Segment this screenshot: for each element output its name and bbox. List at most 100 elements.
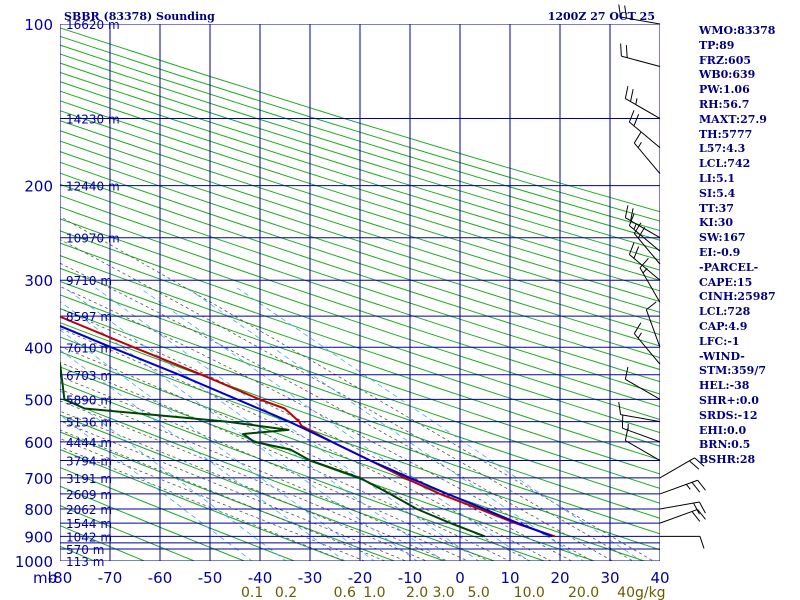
dry-adiabat-line xyxy=(60,100,660,292)
pressure-tick-label: 400 xyxy=(24,339,53,357)
mixing-ratio-label: 3.0 xyxy=(432,585,454,600)
wind-barb-staff xyxy=(620,16,661,25)
dry-adiabat-line xyxy=(60,485,246,561)
moist-adiabat-line xyxy=(60,376,490,561)
stat-item: TH:5777 xyxy=(699,127,753,141)
dry-adiabat-line xyxy=(0,24,70,572)
wind-barb xyxy=(620,43,661,68)
wind-barb-staff xyxy=(629,254,661,281)
wind-barb-flag xyxy=(630,208,634,221)
wind-barb-flag xyxy=(628,242,635,255)
moist-adiabat-line xyxy=(60,307,573,561)
mixing-ratio-line xyxy=(236,287,643,561)
wind-barb xyxy=(660,535,705,549)
wind-barb-flag xyxy=(637,227,646,239)
temperature-tick-label: -60 xyxy=(148,569,173,587)
wind-barb-flag xyxy=(625,45,628,58)
wind-barb-staff xyxy=(625,98,661,119)
dry-adiabat-line xyxy=(60,381,546,561)
wind-barb-flag xyxy=(691,481,701,493)
stat-item: CINH:25987 xyxy=(699,290,776,304)
wind-barb-flag xyxy=(694,457,705,467)
dry-adiabat-line xyxy=(60,130,660,324)
dry-adiabat-line xyxy=(60,110,660,303)
stat-item: LI:5.1 xyxy=(699,171,736,185)
wind-barb-flag xyxy=(624,428,629,441)
wind-barb-flag xyxy=(698,501,706,514)
mixing-ratio-line xyxy=(186,287,585,561)
wind-barb-staff xyxy=(659,479,698,495)
wind-barb-flag xyxy=(633,113,640,127)
dry-adiabat-line xyxy=(60,218,660,421)
mixing-ratio-label: 10.0 xyxy=(514,585,545,600)
wind-barb-flag xyxy=(697,479,706,491)
height-label: 6703 m xyxy=(66,369,112,383)
wind-barb xyxy=(628,242,661,281)
temperature-tick-label: 30 xyxy=(600,569,619,587)
dry-adiabat-line xyxy=(60,206,660,408)
stats-panel: WMO:83378 TP:89 FRZ:605 WB0:639 PW:1.06 RH:56… xyxy=(699,24,799,468)
wind-barb-staff xyxy=(659,457,695,479)
wind-barb xyxy=(618,4,661,25)
dry-adiabat-line xyxy=(60,294,660,504)
temperature-tick-label: -10 xyxy=(398,569,423,587)
pressure-tick-label: 300 xyxy=(24,272,53,290)
wind-barb xyxy=(628,110,661,149)
stat-item: -PARCEL- xyxy=(699,260,759,274)
dry-adiabat-line xyxy=(60,183,660,383)
mixing-ratio-label: 5.0 xyxy=(467,585,489,600)
height-label: 12440 m xyxy=(66,180,120,194)
pressure-tick-label: 100 xyxy=(24,16,53,34)
height-label: 10970 m xyxy=(66,232,120,246)
wind-barb-flag xyxy=(628,110,635,123)
temperature-tick-label: -30 xyxy=(298,569,323,587)
dry-adiabat-line xyxy=(60,194,660,395)
wind-barb-flag xyxy=(693,502,700,515)
wind-barb-staff xyxy=(625,378,661,400)
mixing-ratio-label: 0.1 xyxy=(241,585,263,600)
wind-barb xyxy=(628,213,661,252)
stat-item: KI:30 xyxy=(699,216,734,230)
wind-barb-staff xyxy=(629,121,661,149)
moist-adiabat-line xyxy=(60,429,387,561)
pressure-tick-label: 500 xyxy=(24,391,53,409)
wind-barb-staff xyxy=(633,142,661,175)
temperature-tick-label: -40 xyxy=(248,569,273,587)
temperature-line xyxy=(60,315,556,538)
dry-adiabat-line xyxy=(60,336,660,551)
wind-barb xyxy=(624,428,661,461)
wind-barb xyxy=(639,258,661,303)
dry-adiabat-line xyxy=(60,62,660,251)
wind-barb xyxy=(659,457,705,479)
wind-barb-flag xyxy=(620,43,622,57)
height-label: 14230 m xyxy=(66,113,120,127)
dry-adiabat-line xyxy=(60,172,660,371)
mixing-ratio-label: 2.0 xyxy=(406,585,428,600)
height-label: 1042 m xyxy=(66,530,112,544)
wind-barb-flag xyxy=(699,536,705,549)
height-label: 5890 m xyxy=(66,393,112,407)
wind-barb xyxy=(633,132,661,175)
mixing-ratio-line xyxy=(95,287,480,561)
dry-adiabat-line xyxy=(60,151,660,347)
stat-item: SRDS:-12 xyxy=(699,408,758,422)
dry-adiabat-line xyxy=(60,308,660,519)
dry-adiabat-line xyxy=(60,397,496,561)
mixing-ratio-label: 0.2 xyxy=(275,585,297,600)
height-label: 5136 m xyxy=(66,416,112,430)
stat-item: STM:359/7 xyxy=(699,364,766,378)
wind-barb xyxy=(659,479,706,495)
wind-barb-flag xyxy=(689,460,700,470)
sounding-time: 1200Z 27 OCT 25 xyxy=(548,10,655,23)
dry-adiabat-line xyxy=(60,414,446,561)
dry-adiabat-line xyxy=(60,466,296,561)
temperature-tick-label: -20 xyxy=(348,569,373,587)
stat-item: HEL:-38 xyxy=(699,379,750,393)
moist-adiabat-line xyxy=(60,328,552,561)
pressure-tick-label: 900 xyxy=(24,528,53,546)
moist-adiabat-line xyxy=(60,345,532,561)
wind-barb xyxy=(633,322,661,365)
stat-item: LFC:-1 xyxy=(699,334,740,348)
stat-item: FRZ:605 xyxy=(699,53,752,67)
